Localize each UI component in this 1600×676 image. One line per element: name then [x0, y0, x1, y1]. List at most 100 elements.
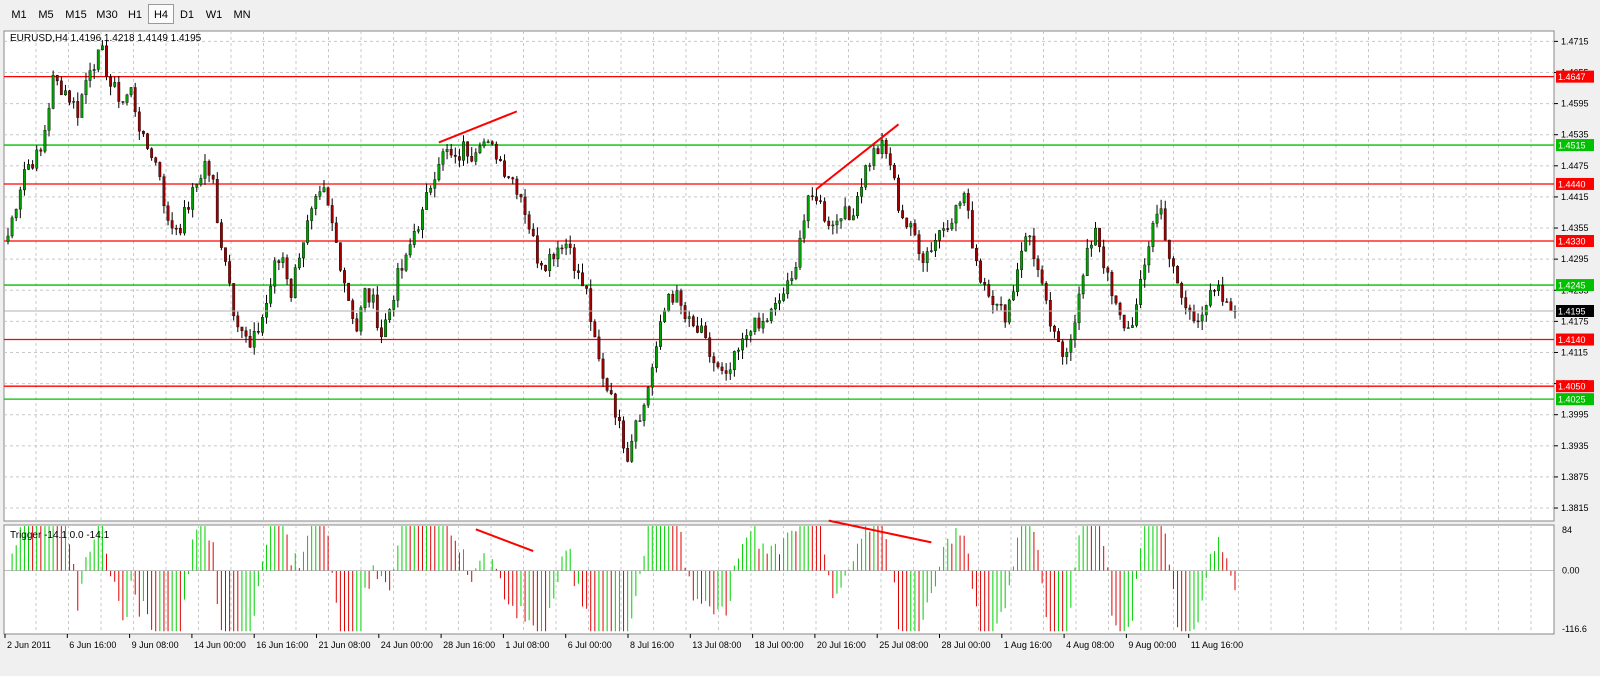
candle [244, 326, 248, 343]
candle [490, 140, 494, 146]
candle [211, 174, 215, 184]
candle [478, 142, 482, 155]
candle [416, 226, 420, 234]
price-trendline[interactable] [815, 123, 900, 190]
candle [396, 262, 400, 308]
candle [790, 271, 794, 285]
candle [745, 329, 749, 348]
candle [1225, 298, 1229, 303]
candle [613, 392, 617, 426]
timeframe-button-mn[interactable]: MN [233, 9, 251, 21]
candle [1061, 339, 1065, 365]
candle [778, 293, 781, 311]
candle [462, 135, 465, 166]
timeframe-button-d1[interactable]: D1 [179, 9, 195, 21]
candle [515, 175, 519, 200]
candle [35, 145, 39, 172]
candle [1126, 321, 1130, 329]
price-level-label: 1.4647 [1558, 72, 1586, 82]
price-tick-label: 1.4595 [1561, 99, 1589, 109]
price-level-badge [1556, 393, 1594, 406]
timeframe-button-m30[interactable]: M30 [96, 9, 118, 21]
candle [667, 293, 671, 313]
candle [1032, 227, 1036, 267]
candle [412, 223, 416, 248]
candle [1007, 298, 1011, 325]
price-level-badge [1556, 70, 1594, 83]
candle [683, 302, 687, 323]
candle [1155, 204, 1159, 228]
candle [589, 279, 593, 331]
candle [728, 362, 732, 380]
candle [843, 197, 847, 221]
timeframe-button-m5[interactable]: M5 [38, 9, 54, 21]
candle [851, 208, 855, 221]
candle [958, 200, 962, 209]
time-axis-label: 28 Jun 16:00 [443, 640, 495, 650]
candle [400, 259, 404, 279]
candle [827, 216, 831, 230]
indicator-header: Trigger -14.1 0.0 -14.1 [10, 530, 110, 541]
candle [23, 161, 26, 196]
candle [708, 332, 712, 363]
indicator-trendline[interactable] [475, 528, 534, 553]
time-axis-label: 13 Jul 08:00 [692, 640, 741, 650]
indicator-trendline[interactable] [828, 519, 932, 544]
candle [88, 62, 92, 88]
candle [901, 204, 905, 220]
candle [146, 132, 149, 150]
indicator-tick-label: -116.6 [1562, 624, 1587, 634]
price-level-badge [1556, 333, 1594, 346]
price-chart[interactable]: 1.47151.46551.45951.45351.44751.44151.43… [0, 28, 1600, 676]
candle [256, 322, 260, 335]
candle [1221, 276, 1225, 306]
candle [109, 73, 112, 96]
price-trendline[interactable] [438, 110, 518, 144]
candle [868, 162, 872, 172]
candle [195, 183, 199, 192]
candle [466, 141, 470, 164]
candle [585, 285, 589, 295]
candle [178, 223, 182, 236]
candle [326, 186, 330, 206]
time-axis-label: 28 Jul 00:00 [942, 640, 991, 650]
time-axis-label: 25 Jul 08:00 [879, 640, 928, 650]
timeframe-button-m15[interactable]: M15 [65, 9, 87, 21]
candle [724, 363, 728, 381]
timeframe-button-w1[interactable]: W1 [205, 9, 223, 21]
candle [1098, 227, 1101, 253]
axes: 1.47151.46551.45951.45351.44751.44151.43… [4, 36, 1594, 650]
candle [421, 206, 424, 239]
candle [929, 242, 933, 253]
candle [1217, 280, 1220, 296]
candle [347, 282, 351, 301]
candle [236, 311, 240, 333]
candle [626, 441, 630, 463]
candle [802, 214, 806, 244]
candle [322, 179, 326, 193]
price-tick-label: 1.3935 [1561, 441, 1589, 451]
timeframe-button-h4[interactable]: H4 [148, 4, 174, 24]
candle [437, 157, 441, 182]
candle [429, 185, 433, 196]
candle [938, 229, 941, 249]
candle [199, 174, 203, 187]
candle [806, 194, 810, 229]
candle [1036, 255, 1040, 278]
timeframe-button-m1[interactable]: M1 [11, 9, 27, 21]
candle [1196, 313, 1200, 328]
candle [609, 382, 613, 396]
timeframe-button-h1[interactable]: H1 [127, 9, 143, 21]
candle [897, 174, 900, 213]
candle [888, 147, 892, 171]
candle [18, 186, 22, 219]
candle [630, 434, 634, 463]
time-axis-label: 18 Jul 00:00 [755, 640, 804, 650]
candle [950, 218, 954, 231]
candle [183, 200, 186, 236]
candle [1077, 286, 1081, 330]
candle [392, 295, 396, 317]
candle [137, 106, 141, 140]
candle [445, 144, 449, 160]
price-level-badge [1556, 380, 1594, 393]
